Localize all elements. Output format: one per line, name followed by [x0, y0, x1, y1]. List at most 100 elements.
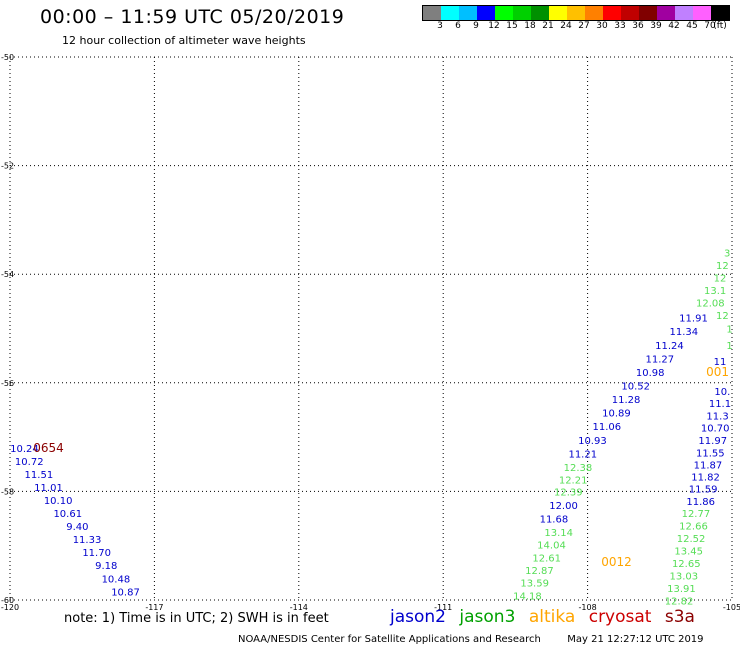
- wave-height-label: 14.18: [513, 592, 542, 603]
- color-scale-label: 12: [488, 21, 500, 31]
- color-swatch: [657, 6, 675, 20]
- wave-height-label: 10.93: [578, 436, 607, 447]
- wave-height-label: 11.55: [696, 448, 725, 459]
- latitude-labels: -50 -52 -54 -56 -58 -60: [1, 53, 14, 605]
- color-scale-label: 3: [437, 21, 443, 31]
- wave-height-label: 9.18: [95, 561, 117, 572]
- wave-height-label: 12.65: [672, 559, 701, 570]
- wave-height-label: 12.08: [696, 298, 725, 309]
- wave-height-label: 12.21: [559, 475, 588, 486]
- wave-height-label: 10.: [714, 387, 730, 398]
- color-swatch: [513, 6, 531, 20]
- wave-height-label: 9.40: [66, 522, 88, 533]
- color-swatch: [639, 6, 657, 20]
- color-swatch: [621, 6, 639, 20]
- color-scale-label: 24: [560, 21, 572, 31]
- wave-height-label: 13.03: [670, 572, 699, 583]
- color-scale-labels: 3 6 9 12 15 18 21 24 27 30 33 36 39 42 45 70 (ft): [422, 21, 728, 33]
- wave-height-label: 11.24: [655, 341, 684, 352]
- color-swatch: [459, 6, 477, 20]
- color-scale-label: 15: [506, 21, 518, 31]
- wave-height-label: 10.87: [111, 587, 140, 598]
- color-scale-label: 9: [473, 21, 479, 31]
- footer-credit: NOAA/NESDIS Center for Satellite Applica…: [238, 634, 704, 645]
- wave-height-label: 12: [716, 311, 729, 322]
- wave-height-label: 1: [726, 325, 732, 336]
- wave-height-label: 13.45: [674, 547, 703, 558]
- longitude-tick-label: -111: [434, 603, 452, 612]
- color-scale-bar: [422, 5, 730, 21]
- wave-height-label: 10.72: [15, 457, 44, 468]
- wave-height-values: 10.2410.7211.5111.0110.1010.619.4011.331…: [10, 248, 733, 607]
- wave-height-label: 10.48: [102, 574, 131, 585]
- time-marker-label: 0012: [601, 555, 632, 569]
- wave-height-label: 14.04: [537, 541, 566, 552]
- time-marker-label: 0654: [33, 441, 64, 455]
- color-swatch: [477, 6, 495, 20]
- wave-height-label: 11.3: [706, 411, 728, 422]
- latitude-tick-label: -50: [1, 53, 14, 62]
- wave-height-label: 13.14: [544, 528, 573, 539]
- color-swatch: [423, 6, 441, 20]
- color-swatch: [567, 6, 585, 20]
- legend-note: note: 1) Time is in UTC; 2) SWH is in fe…: [64, 611, 329, 626]
- track-time-markers: 0654 0012 001: [33, 365, 729, 569]
- wave-height-label: 12.39: [554, 487, 583, 498]
- wave-height-label: 11.06: [593, 422, 622, 433]
- longitude-tick-label: -120: [1, 603, 19, 612]
- wave-height-label: 10.98: [636, 368, 665, 379]
- wave-height-label: 11: [714, 357, 727, 368]
- longitude-tick-label: -108: [579, 603, 597, 612]
- wave-height-label: 12.66: [679, 522, 708, 533]
- map-grid: [9, 56, 733, 601]
- wave-height-label: 11.1: [709, 399, 731, 410]
- legend-altika: altika: [528, 607, 576, 627]
- legend-jason2: jason2: [390, 607, 446, 627]
- color-scale-label: 45: [686, 21, 698, 31]
- wave-height-label: 11.97: [698, 436, 727, 447]
- latitude-tick-label: -52: [1, 162, 14, 171]
- footer-credit-text: NOAA/NESDIS Center for Satellite Applica…: [238, 634, 541, 645]
- wave-height-label: 10.61: [53, 509, 82, 520]
- legend-cryosat: cryosat: [588, 607, 652, 627]
- longitude-tick-label: -105: [723, 603, 740, 612]
- wave-height-label: 10.52: [621, 382, 650, 393]
- wave-height-label: 13.1: [704, 286, 726, 297]
- wave-height-label: 10.70: [701, 423, 730, 434]
- wave-height-label: 11.01: [34, 483, 63, 494]
- longitude-tick-label: -114: [290, 603, 308, 612]
- color-scale-label: 36: [632, 21, 644, 31]
- wave-height-label: 11.59: [689, 485, 718, 496]
- color-swatch: [585, 6, 603, 20]
- color-swatch: [603, 6, 621, 20]
- wave-height-label: 10.10: [44, 496, 73, 507]
- satellite-legend: jason2 jason3 altika cryosat s3a: [390, 607, 703, 627]
- wave-height-label: 11.86: [686, 497, 715, 508]
- wave-height-label: 1: [726, 341, 732, 352]
- longitude-labels: -120 -117 -114 -111 -108 -105: [1, 603, 740, 612]
- color-swatch: [693, 6, 711, 20]
- color-scale-label: 33: [614, 21, 626, 31]
- color-scale-label: 42: [668, 21, 680, 31]
- wave-height-label: 10.24: [10, 444, 39, 455]
- wave-height-label: 11.82: [691, 473, 720, 484]
- longitude-tick-label: -117: [145, 603, 163, 612]
- color-scale-label: 6: [455, 21, 461, 31]
- color-swatch: [531, 6, 549, 20]
- wave-height-label: 11.91: [679, 314, 708, 325]
- wave-height-label: 13.91: [667, 584, 696, 595]
- wave-height-label: 11.68: [540, 515, 569, 526]
- wave-height-label: 12.77: [682, 509, 711, 520]
- color-swatch: [495, 6, 513, 20]
- color-scale-label: 39: [650, 21, 662, 31]
- wave-height-label: 11.34: [670, 327, 699, 338]
- wave-height-label: 10.89: [602, 409, 631, 420]
- wave-height-label: 11.87: [694, 460, 723, 471]
- wave-height-label: 12.61: [532, 554, 561, 565]
- wave-height-label: 12: [716, 261, 729, 272]
- wave-height-label: 13.59: [520, 579, 549, 590]
- wave-height-label: 3: [724, 248, 730, 259]
- wave-height-label: 11.33: [73, 535, 102, 546]
- map-subtitle: 12 hour collection of altimeter wave hei…: [62, 34, 306, 47]
